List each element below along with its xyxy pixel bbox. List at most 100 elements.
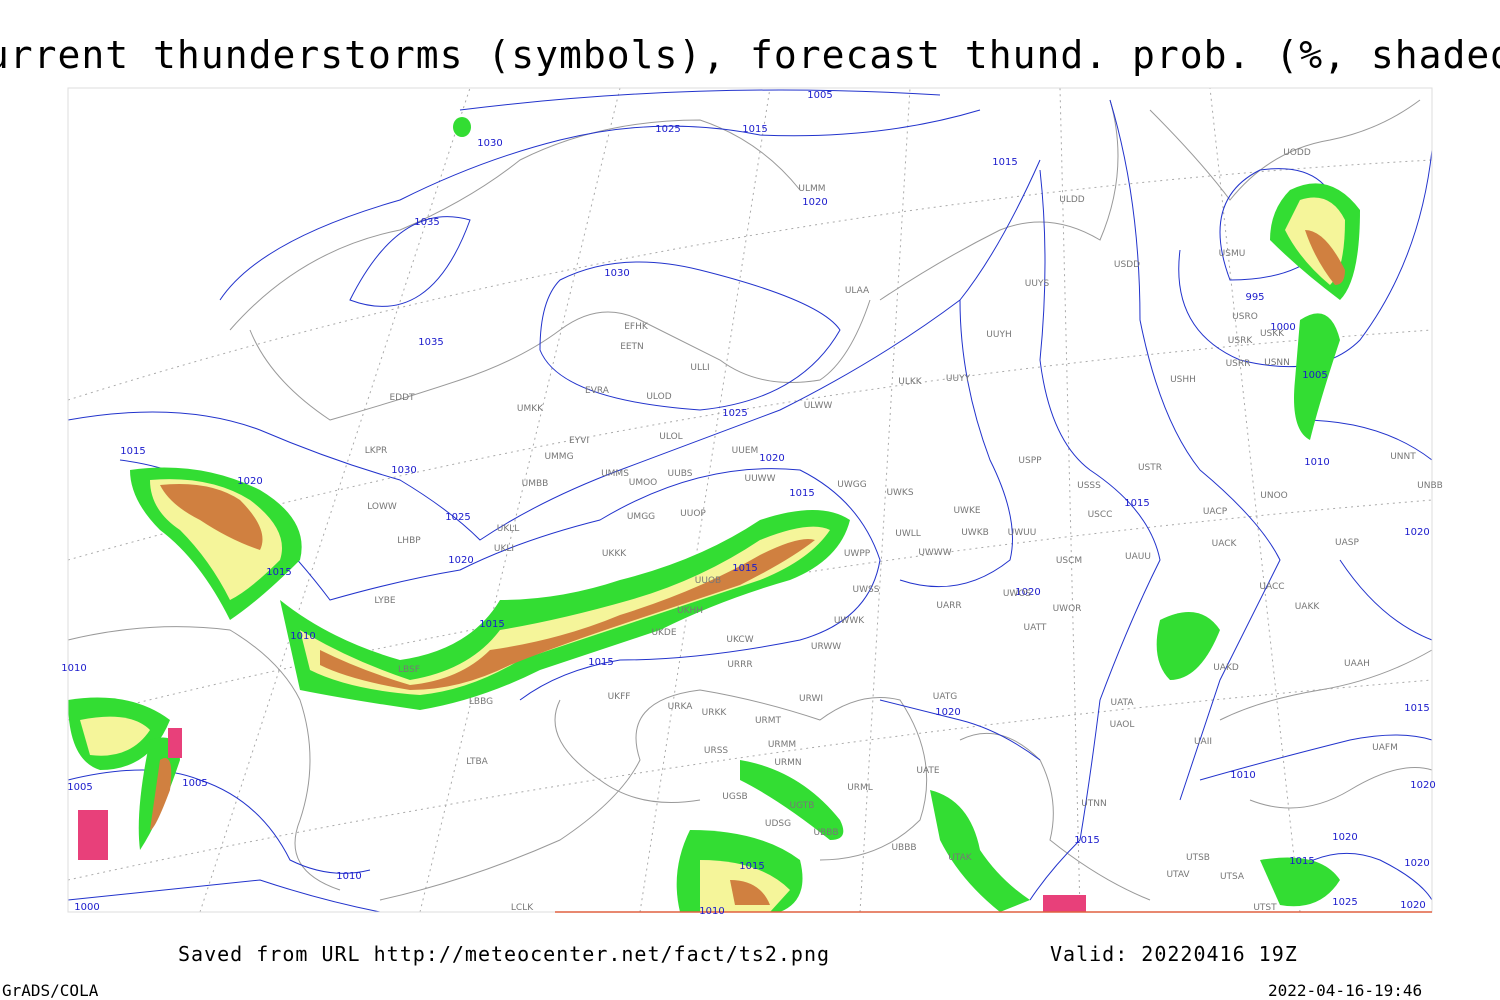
station-label: UDSG: [765, 819, 791, 829]
isobar-label: 1010: [61, 663, 86, 674]
station-label: UWWW: [918, 548, 951, 558]
station-label: UACC: [1259, 582, 1284, 592]
isobar-label: 1020: [935, 707, 960, 718]
station-label: UNOO: [1260, 491, 1288, 501]
station-label: UNNT: [1390, 452, 1416, 462]
station-label: URMM: [768, 740, 796, 750]
station-label: UAKK: [1295, 602, 1321, 612]
station-label: ULDD: [1059, 195, 1085, 205]
station-label: UMMS: [601, 469, 629, 479]
isobar-label: 1005: [67, 782, 92, 793]
station-label: URML: [847, 783, 873, 793]
isobar-label: 1025: [1332, 897, 1357, 908]
isobar-label: 1005: [807, 90, 832, 101]
station-label: UKLL: [497, 524, 520, 534]
isobar-label: 1015: [739, 861, 764, 872]
station-label: USKK: [1260, 329, 1285, 339]
station-label: UTAK: [948, 853, 973, 863]
station-label: UUWW: [745, 474, 776, 484]
station-label: UAII: [1194, 737, 1212, 747]
isobar-label: 1030: [477, 138, 502, 149]
thunderstorm-symbols: [78, 728, 1086, 912]
station-label: UWKS: [886, 488, 913, 498]
station-label: UMGG: [627, 512, 655, 522]
station-label: UUOB: [695, 576, 721, 586]
station-label: USMU: [1219, 249, 1246, 259]
station-label: UWGG: [837, 480, 866, 490]
station-label: UAOL: [1110, 720, 1135, 730]
isobar-label: 1015: [1404, 703, 1429, 714]
station-label: UWSS: [853, 585, 880, 595]
station-label: LTBA: [466, 757, 488, 767]
isobar-label: 1035: [414, 217, 439, 228]
map-title: Current thunderstorms (symbols), forecas…: [0, 33, 1500, 77]
isobar-label: 1015: [1124, 498, 1149, 509]
station-label: URKK: [702, 708, 728, 718]
station-label: UACK: [1212, 539, 1238, 549]
isobar-label: 1010: [290, 631, 315, 642]
isobar-label: 1020: [759, 453, 784, 464]
isobar-label: 1015: [1074, 835, 1099, 846]
station-label: UUEM: [732, 446, 759, 456]
station-label: USSS: [1077, 481, 1101, 491]
station-label: URRR: [727, 660, 752, 670]
isobar-label: 1025: [722, 408, 747, 419]
station-label: UUOP: [680, 509, 706, 519]
station-label: UATA: [1110, 698, 1134, 708]
station-label: ULOD: [646, 392, 671, 402]
station-label: EETN: [620, 342, 644, 352]
station-label: LHBP: [397, 536, 421, 546]
station-label: URWW: [811, 642, 841, 652]
station-label: UWPP: [844, 549, 871, 559]
station-label: UKDE: [651, 628, 676, 638]
isobar-label: 1020: [1404, 527, 1429, 538]
station-label: UODD: [1283, 148, 1311, 158]
station-label: URWI: [799, 694, 823, 704]
station-label: UUYY: [946, 374, 971, 384]
station-label: URMN: [774, 758, 801, 768]
station-label: EVRA: [585, 386, 610, 396]
station-label: UWOR: [1053, 604, 1082, 614]
station-label: ULOL: [659, 432, 682, 442]
station-label: UKLI: [494, 544, 514, 554]
map-panel: 1005 1025 1015 1030 1015 1020 1035 1030 995 1000 1…: [61, 87, 1443, 917]
station-label: UBBB: [813, 828, 838, 838]
station-label: UTNN: [1081, 799, 1107, 809]
isobar-label: 1030: [604, 268, 629, 279]
station-label: UTSB: [1186, 853, 1210, 863]
station-label: URMT: [755, 716, 782, 726]
station-label: UAAH: [1344, 659, 1370, 669]
isobar-label: 1010: [336, 871, 361, 882]
station-label: UWOS: [1003, 589, 1032, 599]
station-label: UATG: [933, 692, 958, 702]
isobar-label: 1030: [391, 465, 416, 476]
valid-time: Valid: 20220416 19Z: [1050, 942, 1298, 966]
isobar-label: 1005: [1302, 370, 1327, 381]
isobar-label: 1020: [1410, 780, 1435, 791]
station-label: UGTB: [790, 801, 815, 811]
station-label: ULWW: [804, 401, 833, 411]
source-url: Saved from URL http://meteocenter.net/fa…: [178, 942, 830, 966]
isobar-label: 1010: [699, 906, 724, 917]
station-label: UUBS: [668, 469, 693, 479]
station-label: UAFM: [1372, 743, 1398, 753]
isobar-label: 1020: [1404, 858, 1429, 869]
station-label: UNBB: [1417, 481, 1443, 491]
station-label: UGSB: [722, 792, 747, 802]
station-label: LCLK: [511, 903, 534, 913]
station-label: UUYH: [986, 330, 1011, 340]
station-label: UWKB: [961, 528, 989, 538]
isobar-label: 1000: [74, 902, 99, 913]
station-label: UUYS: [1025, 279, 1050, 289]
station-label: UTSA: [1220, 872, 1245, 882]
isobar-label: 1015: [588, 657, 613, 668]
isobar-label: 1000: [1270, 322, 1295, 333]
station-label: LOWW: [367, 502, 397, 512]
shading-spot: [453, 117, 471, 137]
station-label: URKA: [668, 702, 694, 712]
isobar-label: 1015: [789, 488, 814, 499]
station-label: UBBB: [891, 843, 916, 853]
isobar-label: 1015: [120, 446, 145, 457]
isobar-label: 1010: [1304, 457, 1329, 468]
station-label: UAKD: [1213, 663, 1239, 673]
